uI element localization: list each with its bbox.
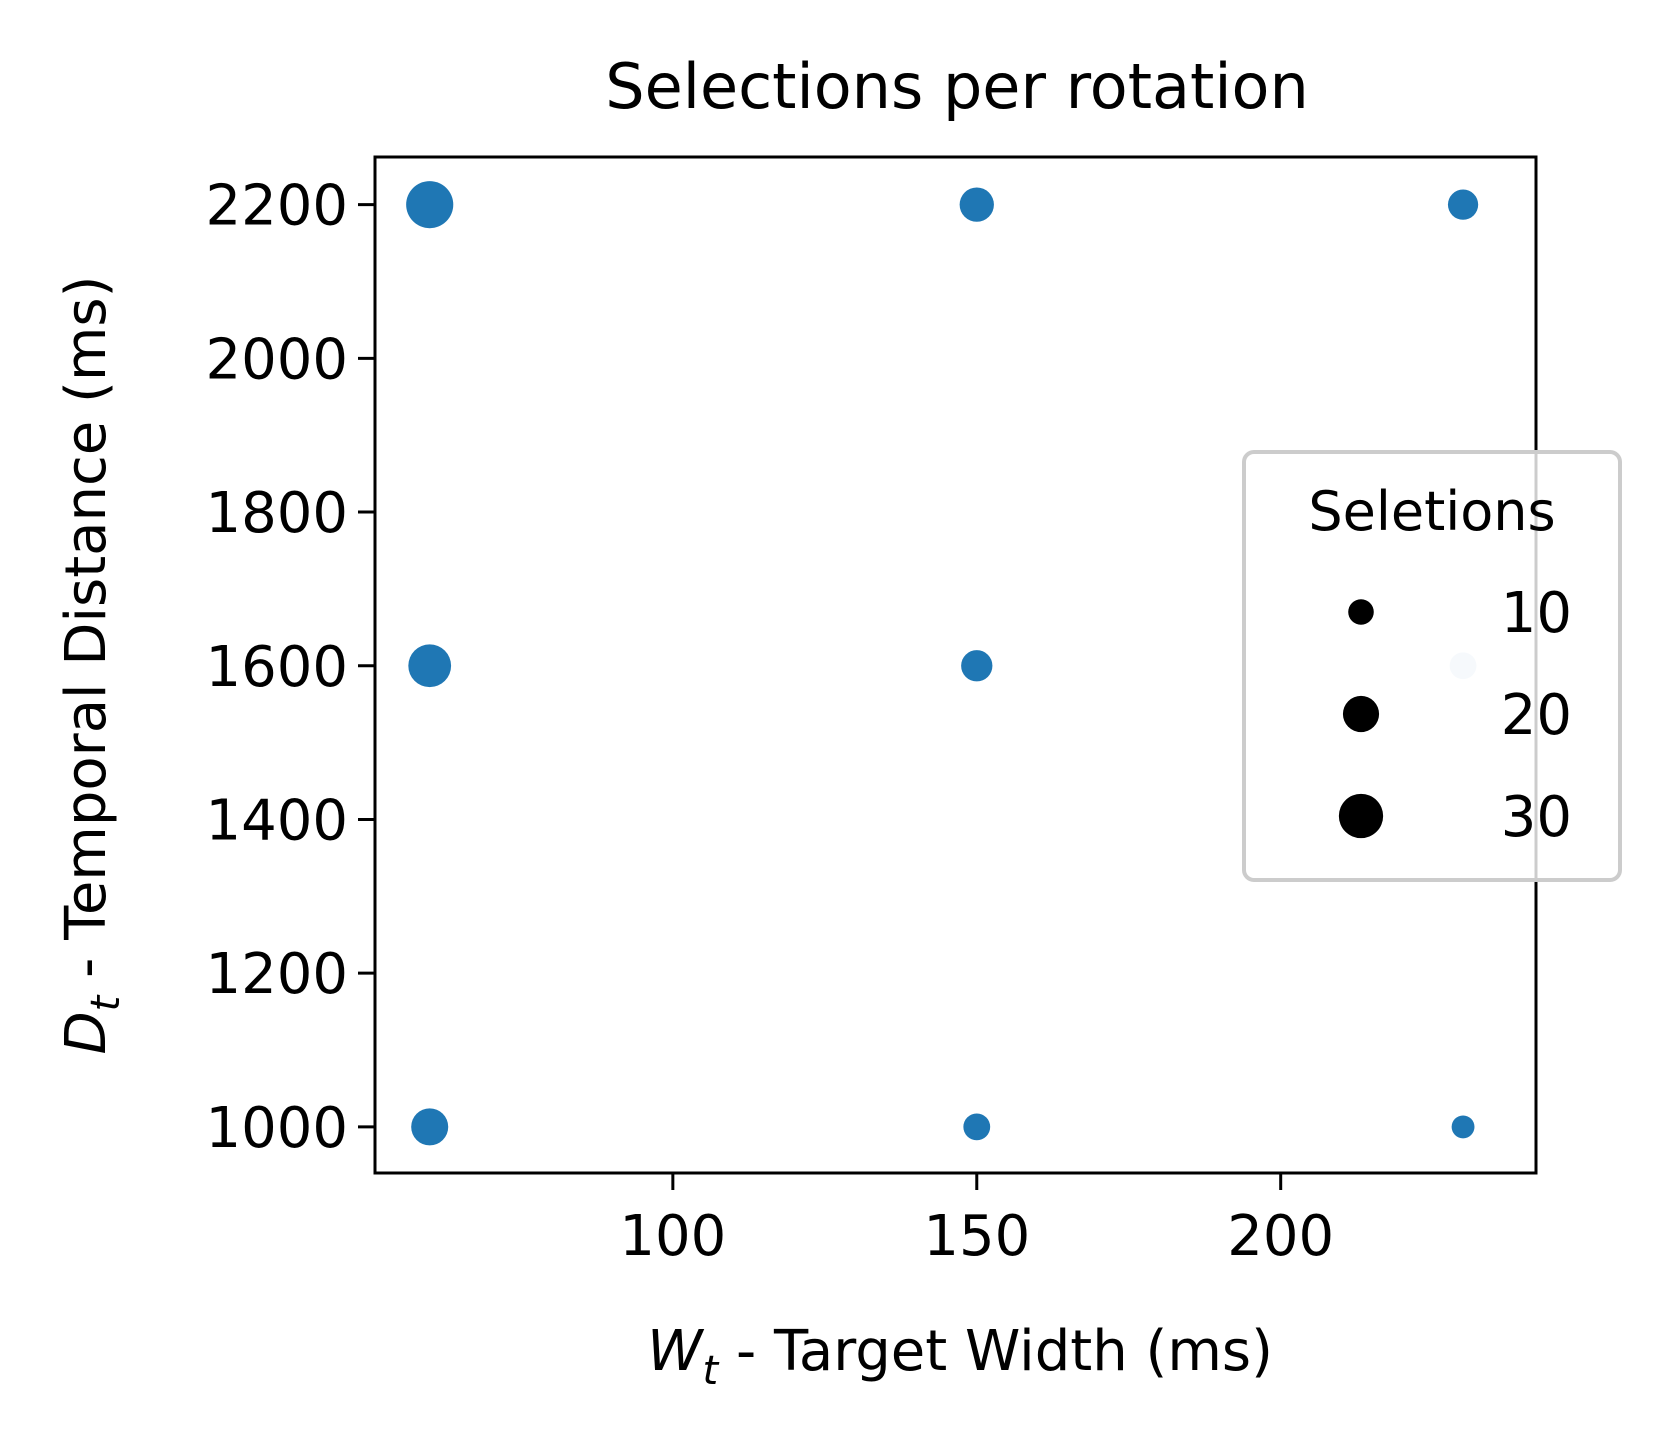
x-axis-label-symbol: W [647, 1319, 705, 1384]
legend-label: 20 [1501, 683, 1572, 748]
x-axis-label: Wt - Target Width (ms) [647, 1319, 1273, 1394]
y-axis-label-symbol: D [54, 1011, 119, 1054]
legend-box [1242, 450, 1622, 882]
chart-title: Selections per rotation [605, 50, 1309, 123]
data-point [961, 650, 993, 682]
x-axis-ticks: 100 150 200 [619, 1173, 1334, 1269]
data-point [408, 644, 452, 688]
x-tick-label: 100 [619, 1204, 726, 1269]
data-point [411, 1108, 449, 1146]
data-point [963, 1113, 991, 1141]
y-axis-label: Dt - Temporal Distance (ms) [54, 276, 129, 1055]
legend-label: 30 [1501, 785, 1572, 850]
x-axis-label-text: - Target Width (ms) [718, 1319, 1273, 1384]
y-tick-label: 2200 [205, 174, 348, 239]
y-tick-label: 2000 [205, 327, 348, 392]
x-tick-label: 150 [923, 1204, 1030, 1269]
y-tick-label: 1800 [205, 481, 348, 546]
y-tick-label: 1200 [205, 942, 348, 1007]
legend-marker [1348, 599, 1374, 625]
legend-marker [1338, 793, 1384, 839]
x-axis-label-subscript: t [702, 1348, 719, 1394]
y-tick-label: 1000 [205, 1096, 348, 1161]
y-axis-ticks: 1000 1200 1400 1600 1800 2000 2200 [205, 174, 375, 1161]
legend-marker [1342, 695, 1380, 733]
data-point [1447, 189, 1479, 220]
y-axis-label-text: - Temporal Distance (ms) [54, 276, 119, 996]
legend-label: 10 [1501, 581, 1572, 646]
legend: Seletions 10 20 30 [1242, 450, 1622, 882]
y-axis-label-subscript: t [83, 994, 129, 1011]
legend-title: Seletions [1308, 480, 1555, 543]
data-point [959, 187, 994, 222]
y-tick-label: 1600 [205, 635, 348, 700]
x-tick-label: 200 [1227, 1204, 1334, 1269]
y-tick-label: 1400 [205, 788, 348, 853]
legend-entries: 10 20 30 [1338, 581, 1572, 850]
data-point [1451, 1115, 1475, 1139]
data-point [406, 181, 454, 229]
